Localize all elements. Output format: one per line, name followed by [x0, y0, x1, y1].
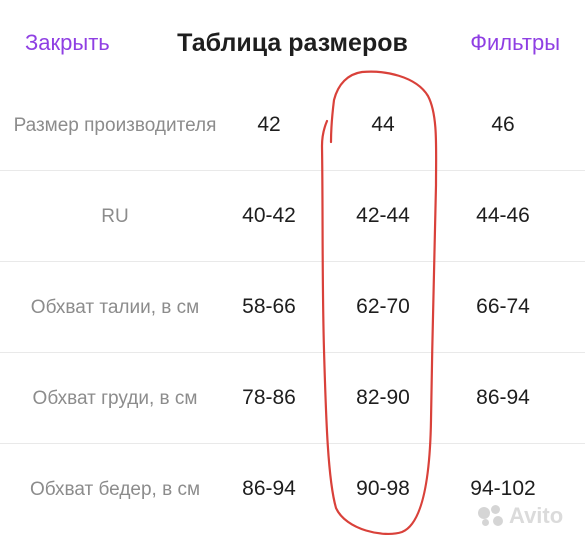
row-label: Обхват бедер, в см [29, 478, 201, 500]
row-label: RU [101, 205, 129, 227]
table-row-waist: Обхват талии, в см 58-66 62-70 66-74 [0, 262, 585, 353]
table-cell: 40-42 [242, 204, 296, 227]
table-row-chest: Обхват груди, в см 78-86 82-90 86-94 [0, 353, 585, 444]
watermark-text: Avito [509, 503, 564, 528]
table-cell: 58-66 [242, 295, 296, 318]
table-cell: 86-94 [242, 477, 296, 500]
size-table: Размер производителя 42 44 46 RU 40-42 4… [0, 80, 585, 534]
table-cell: 94-102 [470, 477, 536, 500]
filters-button[interactable]: Фильтры [470, 30, 560, 55]
table-cell: 42-44 [356, 204, 410, 227]
table-row-manufacturer-size: Размер производителя 42 44 46 [0, 80, 585, 171]
table-cell: 86-94 [476, 386, 530, 409]
table-cell: 44 [371, 113, 395, 136]
table-cell: 78-86 [242, 386, 296, 409]
row-label: Размер производителя [13, 114, 217, 136]
header-bar: Закрыть Таблица размеров Фильтры [0, 0, 585, 88]
close-button[interactable]: Закрыть [25, 30, 110, 55]
table-cell: 62-70 [356, 295, 410, 318]
table-cell: 42 [257, 113, 281, 136]
table-cell: 46 [491, 113, 515, 136]
row-label: Обхват груди, в см [32, 387, 198, 409]
row-label: Обхват талии, в см [30, 296, 200, 318]
avito-watermark: Avito [478, 500, 582, 532]
table-row-ru-size: RU 40-42 42-44 44-46 [0, 171, 585, 262]
table-cell: 82-90 [356, 386, 410, 409]
table-cell: 44-46 [476, 204, 530, 227]
table-cell: 90-98 [356, 477, 410, 500]
avito-logo-icon [478, 505, 504, 527]
table-cell: 66-74 [476, 295, 530, 318]
page-title: Таблица размеров [177, 29, 408, 57]
